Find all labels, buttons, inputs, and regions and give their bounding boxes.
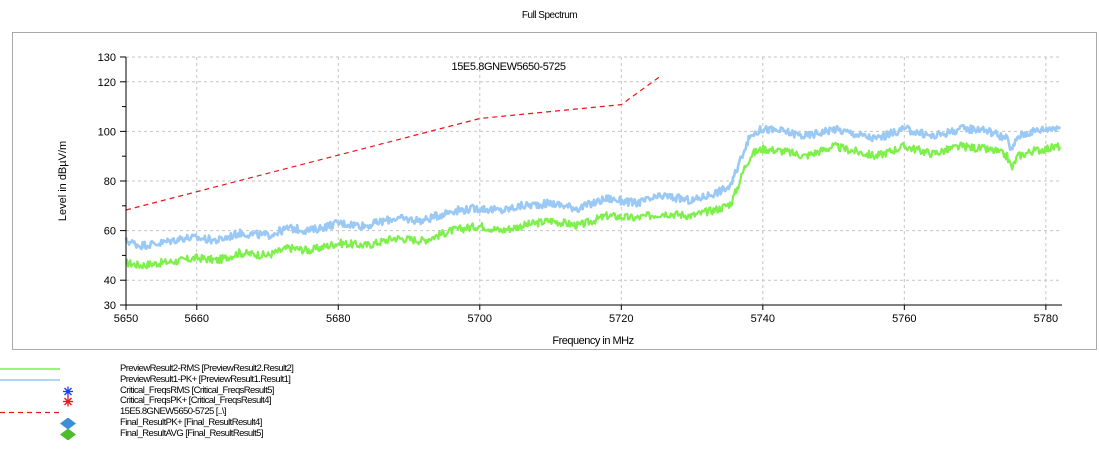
legend-dash-icon	[0, 412, 60, 414]
legend-label: PreviewResult2-RMS [PreviewResult2.Resul…	[120, 363, 294, 374]
series-layer	[124, 75, 1062, 270]
legend-diamond-icon	[60, 428, 76, 440]
y-tick-label: 120	[98, 77, 116, 89]
legend: PreviewResult2-RMS [PreviewResult2.Resul…	[0, 363, 1099, 470]
legend-entry: Critical_FreqsRMS [Critical_FreqsResult5…	[0, 384, 600, 397]
y-tick-label: 100	[98, 126, 116, 138]
legend-entry: 15E5.8GNEW5650-5725 [..\]	[0, 406, 600, 418]
legend-label: Final_ResultPK+ [Final_ResultResult4]	[120, 417, 262, 428]
legend-entry: PreviewResult1-PK+ [PreviewResult1.Resul…	[0, 373, 600, 386]
x-tick-label: 5780	[1034, 313, 1058, 325]
y-tick-label: 40	[104, 275, 116, 287]
legend-entry: Critical_FreqsPK+ [Critical_FreqsResult4…	[0, 395, 600, 407]
x-tick-label: 5660	[185, 313, 209, 325]
legend-label: PreviewResult1-PK+ [PreviewResult1.Resul…	[120, 373, 291, 385]
legend-diamond-icon	[60, 418, 76, 429]
limit-line-series	[125, 75, 661, 211]
legend-label: Final_ResultAVG [Final_ResultResult5]	[120, 427, 264, 439]
legend-entry: Final_ResultAVG [Final_ResultResult5]	[0, 427, 600, 440]
x-tick-label: 5700	[468, 313, 492, 325]
x-tick-label: 5680	[326, 313, 350, 325]
legend-line-icon	[0, 368, 60, 370]
x-axis-label: Frequency in MHz	[552, 335, 633, 347]
legend-entry: PreviewResult2-RMS [PreviewResult2.Resul…	[0, 363, 600, 375]
chart-svg: 30 40 60 80 100 120 130 5650 5660 5680 5700 5720 574…	[57, 52, 1062, 347]
legend-star-icon	[63, 396, 73, 407]
x-tick-label: 5720	[609, 313, 633, 325]
chart-title: Full Spectrum	[521, 10, 578, 21]
plot-frame: 30 40 60 80 100 120 130 5650 5660 5680 5700 5720 574…	[12, 32, 1097, 350]
x-tick-label: 5740	[751, 313, 775, 325]
y-tick-label: 30	[104, 300, 116, 312]
grid-layer	[126, 56, 1060, 305]
y-tick-label: 80	[104, 176, 116, 188]
legend-line-icon	[0, 379, 60, 381]
legend-label: Critical_FreqsPK+ [Critical_FreqsResult4…	[120, 395, 272, 407]
legend-star-icon	[63, 386, 73, 397]
y-axis-label: Level in dBµV/m	[57, 141, 69, 221]
peak-trace-series	[124, 123, 1062, 251]
y-tick-label: 130	[98, 52, 116, 64]
axis-layer: 30 40 60 80 100 120 130 5650 5660 5680 5700 5720 574…	[98, 52, 1062, 325]
x-tick-label: 5760	[892, 313, 916, 325]
legend-entry: Final_ResultPK+ [Final_ResultResult4]	[0, 417, 600, 429]
legend-label: 15E5.8GNEW5650-5725 [..\]	[120, 406, 227, 418]
y-tick-label: 60	[104, 226, 116, 238]
x-tick-label: 5650	[114, 313, 138, 325]
legend-label: Critical_FreqsRMS [Critical_FreqsResult5…	[120, 384, 274, 396]
rms-trace-series	[125, 141, 1062, 270]
limit-line-annotation: 15E5.8GNEW5650-5725	[451, 61, 565, 73]
